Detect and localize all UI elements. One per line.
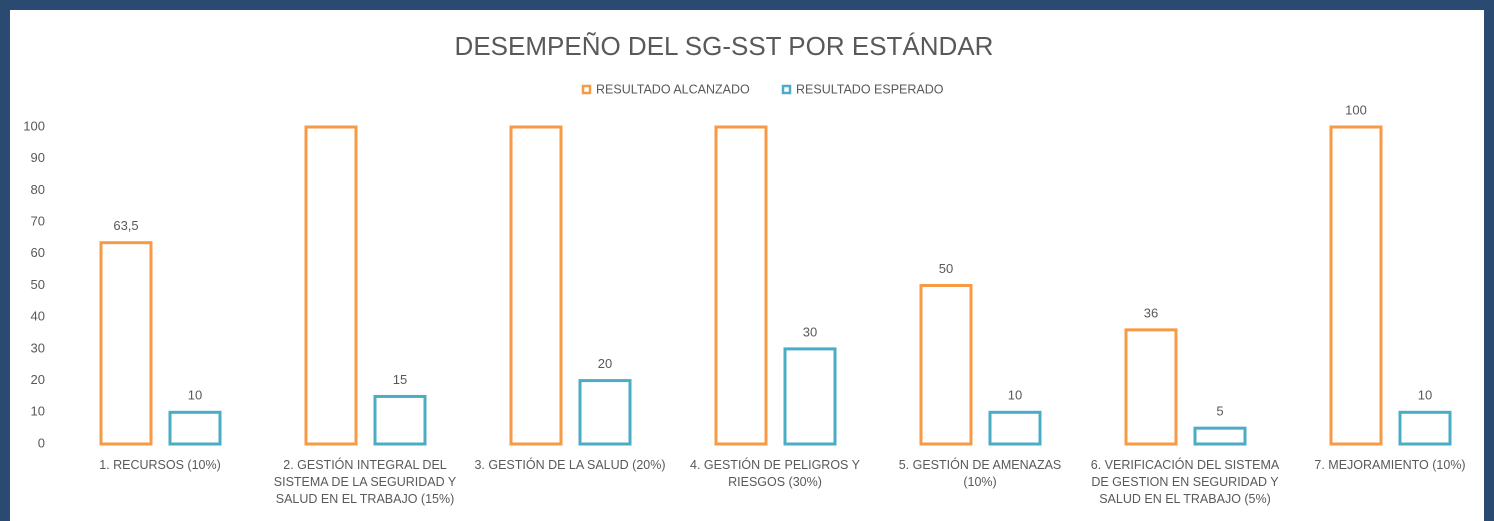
y-tick-label: 60	[31, 245, 45, 260]
legend-label: RESULTADO ESPERADO	[796, 82, 944, 96]
bar	[578, 379, 632, 446]
bar	[988, 410, 1042, 446]
y-tick-label: 90	[31, 150, 45, 165]
x-tick-label: 4. GESTIÓN DE PELIGROS Y RIESGOS (30%)	[690, 458, 860, 489]
data-label: 10	[1418, 388, 1432, 403]
bar	[1398, 410, 1452, 446]
bar	[714, 125, 768, 446]
data-label: 5	[1216, 404, 1223, 419]
bar	[783, 347, 837, 446]
bar	[919, 284, 973, 446]
x-tick-label: 3. GESTIÓN DE LA SALUD (20%)	[474, 458, 666, 472]
x-tick-label: 1. RECURSOS (10%)	[99, 458, 221, 472]
bar	[1124, 328, 1178, 446]
bar	[168, 410, 222, 446]
data-label: 36	[1144, 305, 1158, 320]
legend-swatch	[581, 84, 592, 95]
x-tick-label: 2. GESTIÓN INTEGRAL DEL SISTEMA DE LA SE…	[273, 458, 457, 506]
bar	[373, 394, 427, 446]
x-tick-label: 7. MEJORAMIENTO (10%)	[1314, 458, 1466, 472]
legend-label: RESULTADO ALCANZADO	[596, 82, 750, 96]
y-tick-label: 50	[31, 277, 45, 292]
data-label: 20	[598, 356, 612, 371]
y-tick-label: 80	[31, 182, 45, 197]
y-tick-label: 0	[38, 435, 45, 450]
data-label: 30	[803, 324, 817, 339]
data-label: 10	[1008, 388, 1022, 403]
bar	[304, 125, 358, 446]
data-label: 15	[393, 372, 407, 387]
x-tick-label: 5. GESTIÓN DE AMENAZAS (10%)	[898, 458, 1062, 489]
bar	[1329, 125, 1383, 446]
y-tick-label: 100	[23, 118, 45, 133]
y-tick-label: 20	[31, 372, 45, 387]
data-label: 10	[188, 388, 202, 403]
bar	[509, 125, 563, 446]
bar	[99, 241, 153, 446]
x-tick-label: 6. VERIFICACIÓN DEL SISTEMA DE GESTION E…	[1090, 458, 1280, 506]
y-tick-label: 40	[31, 309, 45, 324]
data-label: 63,5	[113, 218, 138, 233]
data-label: 50	[939, 261, 953, 276]
legend-swatch	[781, 84, 792, 95]
chart-title: DESEMPEÑO DEL SG-SST POR ESTÁNDAR	[455, 31, 994, 61]
bar	[1193, 426, 1247, 446]
y-tick-label: 70	[31, 214, 45, 229]
data-label: 100	[1345, 102, 1367, 117]
y-tick-label: 30	[31, 340, 45, 355]
y-tick-label: 10	[31, 404, 45, 419]
